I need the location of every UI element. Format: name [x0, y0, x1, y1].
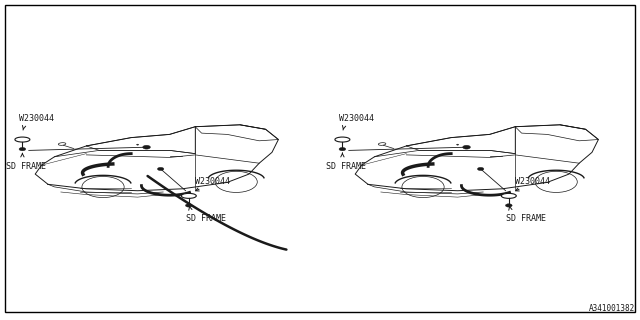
Circle shape	[456, 144, 459, 145]
Circle shape	[477, 167, 484, 171]
Ellipse shape	[335, 137, 350, 142]
Text: SD FRAME: SD FRAME	[326, 162, 366, 171]
Ellipse shape	[181, 193, 196, 198]
Circle shape	[186, 204, 192, 207]
Text: SD FRAME: SD FRAME	[6, 162, 46, 171]
Circle shape	[506, 204, 512, 207]
Text: A341001382: A341001382	[589, 304, 635, 313]
Text: SD FRAME: SD FRAME	[506, 214, 545, 223]
Text: W230044: W230044	[195, 177, 230, 186]
Circle shape	[19, 148, 26, 151]
Text: W230044: W230044	[515, 177, 550, 186]
Circle shape	[143, 145, 150, 149]
Circle shape	[157, 167, 164, 171]
Text: W230044: W230044	[339, 114, 374, 123]
Ellipse shape	[501, 193, 516, 198]
Ellipse shape	[15, 137, 30, 142]
Circle shape	[339, 148, 346, 151]
Text: W230044: W230044	[19, 114, 54, 123]
Circle shape	[463, 145, 470, 149]
Circle shape	[136, 144, 139, 145]
Text: SD FRAME: SD FRAME	[186, 214, 226, 223]
